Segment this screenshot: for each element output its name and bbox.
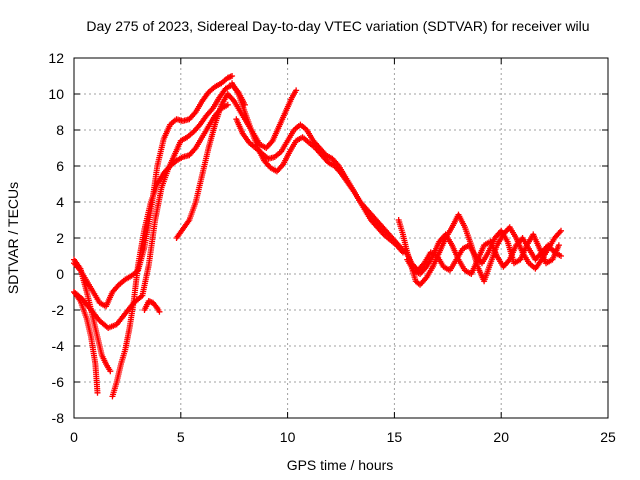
x-tick-label: 0 bbox=[70, 429, 78, 445]
y-tick-labels: -8 -6 -4 -2 0 2 4 6 8 10 12 bbox=[48, 50, 64, 426]
x-tick-label: 10 bbox=[280, 429, 296, 445]
x-axis-label: GPS time / hours bbox=[287, 457, 394, 473]
grid-lines bbox=[74, 58, 608, 418]
y-tick-label: 10 bbox=[48, 86, 64, 102]
y-tick-label: 8 bbox=[56, 122, 64, 138]
y-tick-label: -4 bbox=[52, 338, 65, 354]
data-point bbox=[156, 308, 163, 315]
y-tick-label: -8 bbox=[52, 410, 65, 426]
series-track-9 bbox=[233, 116, 406, 256]
data-point bbox=[107, 368, 114, 375]
y-tick-label: 4 bbox=[56, 194, 64, 210]
series-track-1 bbox=[71, 256, 114, 375]
x-tick-label: 5 bbox=[177, 429, 185, 445]
chart-title: Day 275 of 2023, Sidereal Day-to-day VTE… bbox=[86, 18, 589, 34]
y-tick-label: 6 bbox=[56, 158, 64, 174]
data-point bbox=[94, 389, 101, 396]
data-points bbox=[71, 73, 565, 400]
data-point bbox=[558, 253, 565, 259]
data-point bbox=[558, 227, 565, 234]
x-tick-label: 20 bbox=[493, 429, 509, 445]
axis-ticks bbox=[73, 57, 609, 419]
data-point bbox=[293, 87, 300, 94]
series-track-2 bbox=[71, 289, 101, 396]
x-tick-labels: 0 5 10 15 20 25 bbox=[70, 429, 616, 445]
series-track-12 bbox=[404, 231, 565, 277]
data-point bbox=[229, 73, 236, 79]
y-tick-label: 12 bbox=[48, 50, 64, 66]
series-track-5 bbox=[109, 101, 231, 400]
x-tick-label: 25 bbox=[600, 429, 616, 445]
series-track-6 bbox=[141, 298, 163, 315]
y-tick-label: -2 bbox=[52, 302, 65, 318]
y-axis-label: SDTVAR / TECUs bbox=[5, 182, 21, 294]
data-point bbox=[224, 101, 231, 108]
y-tick-label: 2 bbox=[56, 230, 64, 246]
y-tick-label: 0 bbox=[56, 266, 64, 282]
x-tick-label: 15 bbox=[387, 429, 403, 445]
y-tick-label: -6 bbox=[52, 374, 65, 390]
series-track-4 bbox=[71, 82, 248, 331]
data-point bbox=[555, 242, 562, 249]
